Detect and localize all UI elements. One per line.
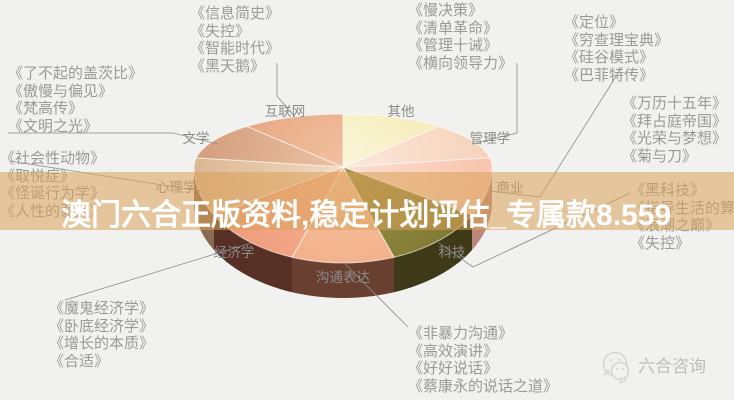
svg-text:六合咨询: 六合咨询: [638, 357, 706, 376]
